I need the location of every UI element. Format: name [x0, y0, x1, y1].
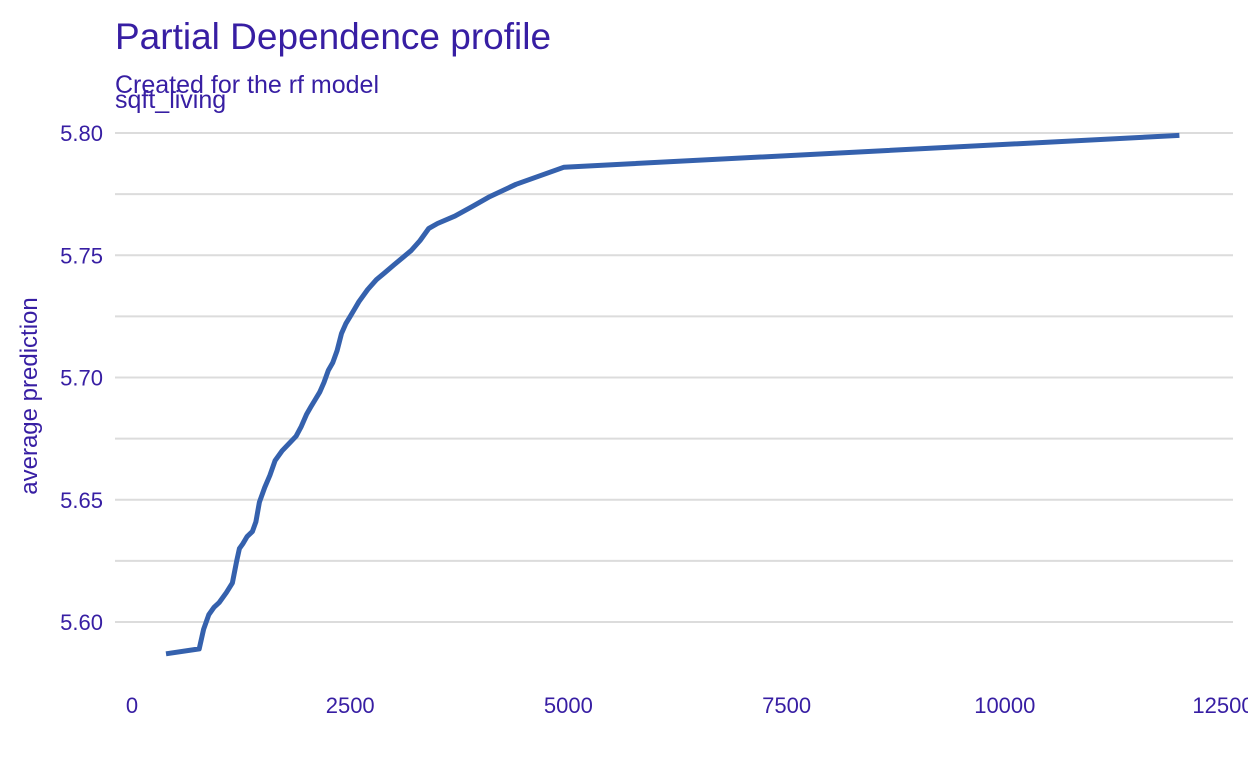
series-line-0 [165, 132, 1180, 657]
panel-label: sqft_living [115, 86, 226, 114]
y-tick-label: 5.65 [60, 488, 103, 513]
x-tick-label: 2500 [326, 693, 375, 718]
grid-layer [115, 132, 1233, 623]
y-tick-label: 5.75 [60, 243, 103, 268]
x-tick-label: 12500 [1192, 693, 1248, 718]
chart-subtitle: Created for the rf model [115, 71, 379, 99]
x-tick-label: 0 [126, 693, 138, 718]
tick-layer: 5.60 5.65 5.70 5.75 5.80 0 2500 5000 7500 10000 12… [60, 121, 1248, 718]
chart-title: Partial Dependence profile [115, 16, 551, 57]
y-tick-label: 5.80 [60, 121, 103, 146]
y-tick-label: 5.60 [60, 610, 103, 635]
series-layer [165, 132, 1180, 657]
y-tick-label: 5.70 [60, 366, 103, 391]
x-tick-label: 5000 [544, 693, 593, 718]
x-tick-label: 10000 [974, 693, 1035, 718]
y-axis-label: average prediction [16, 297, 43, 494]
x-tick-label: 7500 [762, 693, 811, 718]
